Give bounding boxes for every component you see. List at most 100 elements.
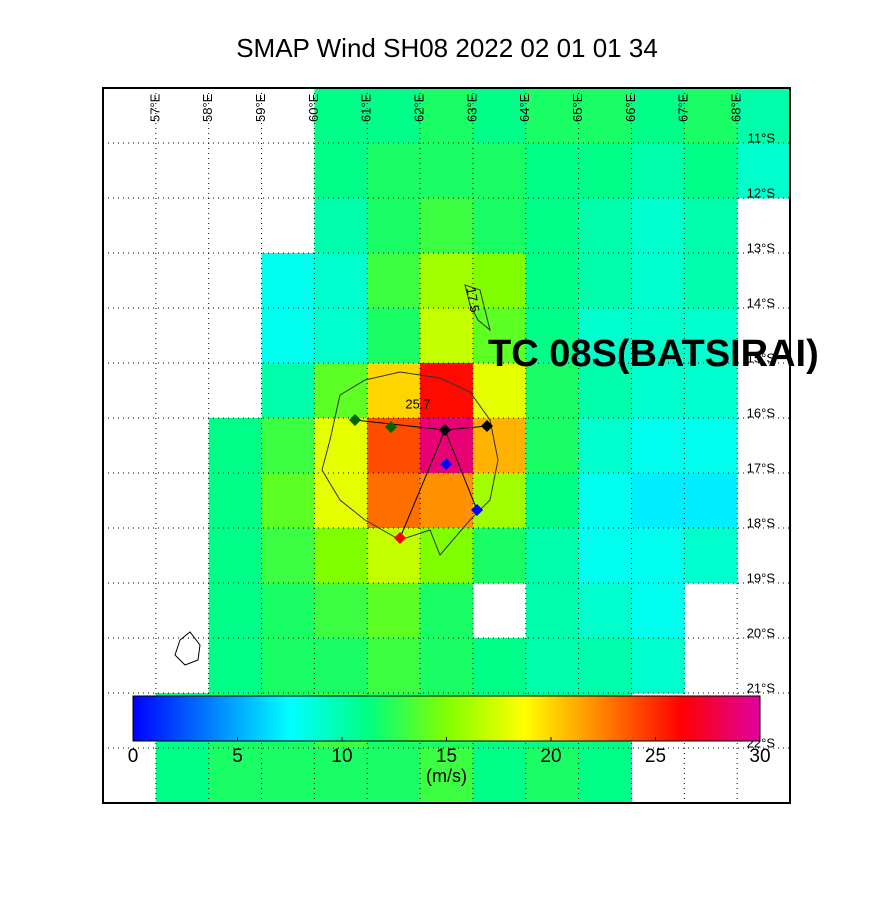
wind-cell	[420, 473, 474, 529]
colorbar-tick-label: 10	[331, 746, 352, 767]
wind-cell	[420, 198, 474, 254]
wind-cell	[631, 308, 685, 364]
wind-cell	[631, 253, 685, 309]
wind-cell	[420, 748, 474, 804]
lat-label: 21°S	[747, 680, 776, 695]
wind-cell	[314, 583, 368, 639]
lat-label: 18°S	[747, 515, 776, 530]
wind-cell	[208, 583, 263, 639]
wind-cell	[261, 638, 315, 694]
wind-cell	[525, 88, 580, 144]
lon-label: 67°E	[676, 93, 691, 122]
lat-label: 12°S	[747, 185, 776, 200]
lon-label: 58°E	[200, 93, 215, 122]
wind-cell	[684, 143, 738, 199]
wind-cell	[472, 418, 527, 474]
wind-cell	[578, 528, 632, 584]
map-frame	[102, 87, 791, 804]
wind-cell	[314, 418, 368, 474]
colorbar-tick-label: 15	[436, 746, 457, 767]
lat-label: 14°S	[747, 295, 776, 310]
lat-label: 16°S	[747, 405, 776, 420]
wind-cell	[314, 198, 368, 254]
lat-label: 11°S	[748, 130, 776, 145]
wind-cell	[261, 583, 315, 639]
wind-cell	[367, 88, 421, 144]
radius-line	[444, 425, 488, 431]
wind-cell	[631, 363, 685, 419]
wind-cell	[314, 528, 368, 584]
wind-cell	[578, 253, 632, 309]
wind-cell	[261, 473, 315, 529]
wind-cell	[420, 143, 474, 199]
wind-cell	[684, 473, 738, 529]
wind-cell	[367, 748, 421, 804]
wind-cell	[525, 748, 580, 804]
wind-cell	[367, 308, 421, 364]
wind-cell	[420, 528, 474, 584]
marker	[385, 421, 397, 433]
wind-cell	[684, 198, 738, 254]
wind-cell	[314, 88, 368, 144]
wind-cell	[155, 748, 210, 804]
wind-cell	[578, 473, 632, 529]
wind-cell	[208, 638, 263, 694]
wind-cell	[525, 473, 580, 529]
wind-cell	[525, 253, 580, 309]
wind-cell	[367, 528, 421, 584]
wind-cell	[684, 308, 738, 364]
wind-cell	[525, 638, 580, 694]
contour-label: 25.7	[405, 396, 430, 411]
marker	[440, 458, 452, 470]
wind-cell	[684, 363, 738, 419]
wind-cell	[578, 363, 632, 419]
lon-label: 60°E	[306, 93, 321, 122]
wind-cell	[525, 418, 580, 474]
colorbar-tick-label: 5	[232, 746, 243, 767]
wind-cell	[578, 748, 632, 804]
wind-cell	[578, 638, 632, 694]
wind-cell	[631, 418, 685, 474]
wind-cell	[525, 308, 580, 364]
wind-cell	[578, 88, 632, 144]
marker	[481, 420, 493, 432]
wind-cell	[367, 198, 421, 254]
wind-cell	[472, 198, 527, 254]
wind-cell	[578, 308, 632, 364]
island	[174, 631, 201, 666]
radius-line	[444, 429, 478, 511]
wind-cell	[631, 473, 685, 529]
wind-cell	[631, 198, 685, 254]
colorbar-tick-label: 0	[128, 746, 139, 767]
wind-cell	[472, 88, 527, 144]
lon-label: 59°E	[253, 93, 268, 122]
contour-label: 17.5	[463, 286, 482, 314]
wind-cell	[420, 308, 474, 364]
lon-label: 64°E	[517, 93, 532, 122]
wind-cell	[737, 88, 791, 144]
wind-cell	[208, 748, 263, 804]
lon-label: 57°E	[147, 93, 162, 122]
wind-cell	[737, 143, 791, 199]
wind-radius-contour	[321, 371, 499, 556]
lon-label: 68°E	[729, 93, 744, 122]
colorbar-label: (m/s)	[426, 766, 467, 786]
wind-cell	[525, 363, 580, 419]
wind-cell	[684, 418, 738, 474]
wind-cell	[578, 198, 632, 254]
lon-label: 62°E	[412, 93, 427, 122]
wind-cell	[525, 198, 580, 254]
lon-label: 66°E	[623, 93, 638, 122]
wind-cell	[314, 143, 368, 199]
marker	[471, 504, 483, 516]
wind-cell	[261, 418, 315, 474]
lon-label: 61°E	[359, 93, 374, 122]
wind-cell	[314, 253, 368, 309]
wind-cell	[525, 583, 580, 639]
lat-label: 19°S	[747, 570, 776, 585]
radius-line	[399, 429, 446, 539]
wind-cell	[420, 638, 474, 694]
wind-cell	[314, 748, 368, 804]
wind-cell	[261, 253, 315, 309]
